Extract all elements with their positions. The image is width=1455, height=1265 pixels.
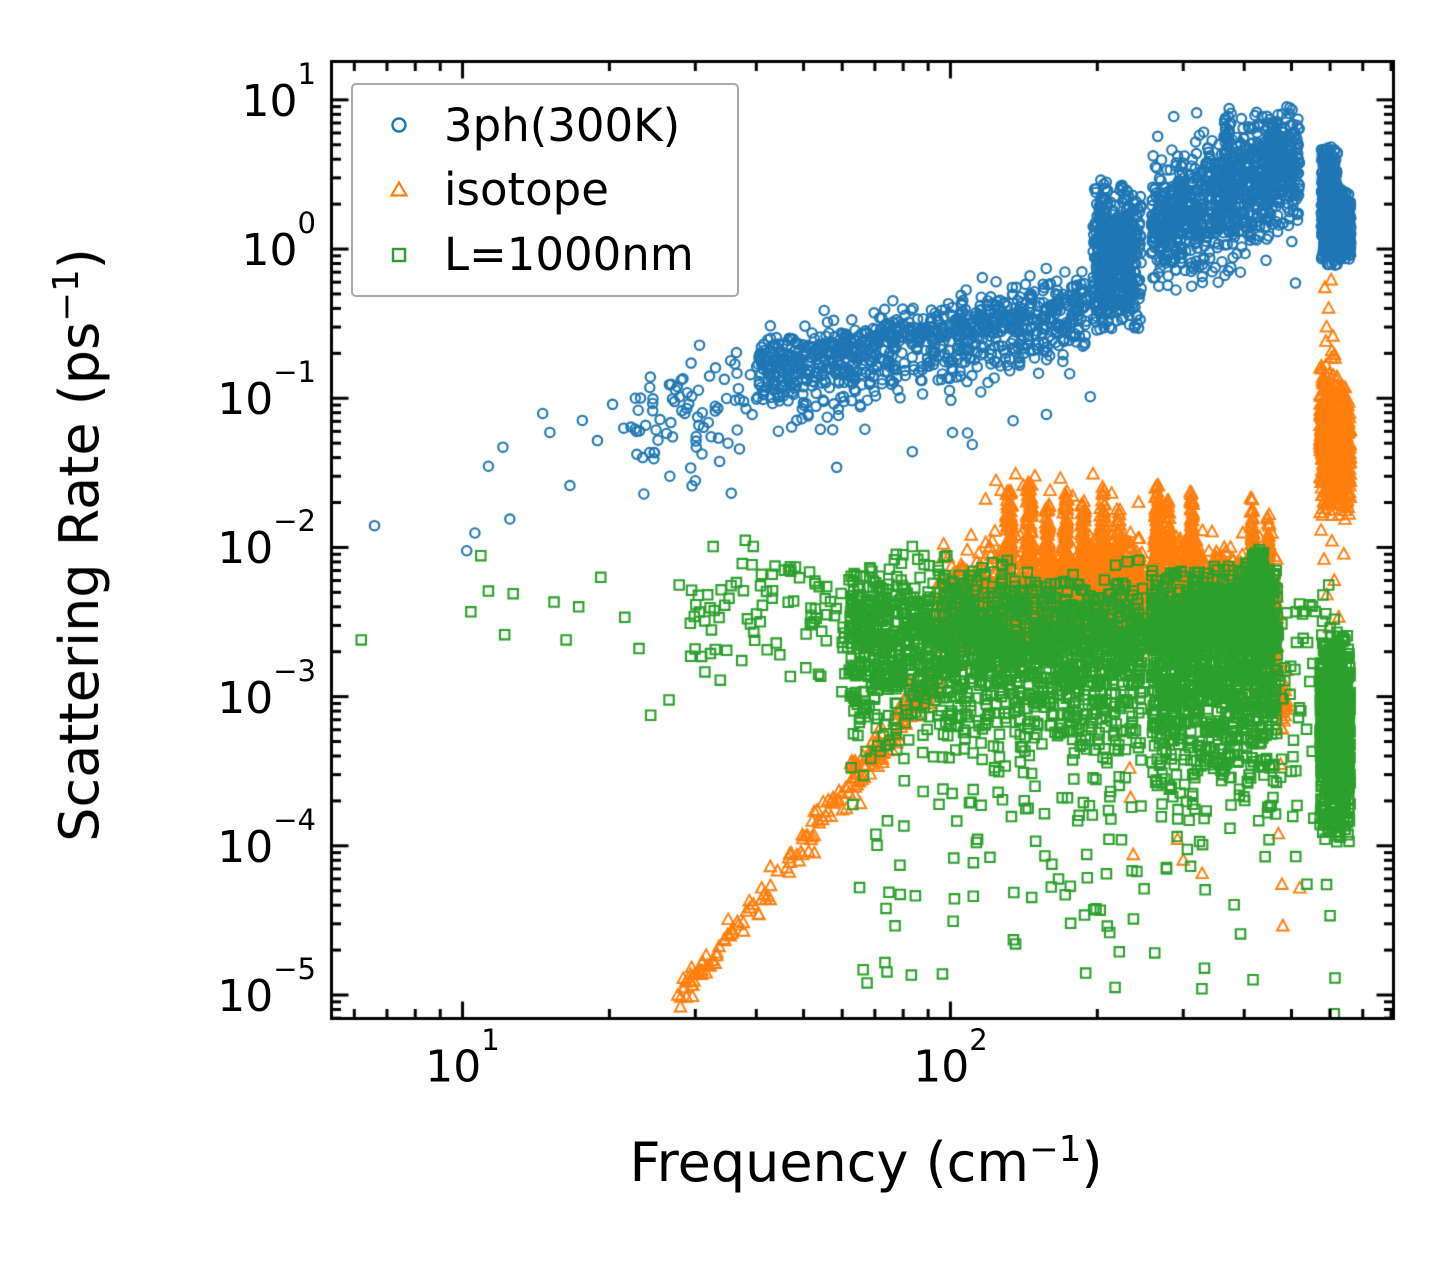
- legend-entry-boundary: L=1000nm: [353, 224, 737, 286]
- y-axis-label-text: Scattering Rate (ps: [48, 321, 111, 842]
- legend-entry-isotope: isotope: [353, 159, 737, 221]
- legend-label-isotope: isotope: [444, 163, 609, 217]
- y-tick-label: 101: [241, 57, 316, 127]
- square-marker-icon: [391, 247, 407, 262]
- x-axis-label: Frequency (cm−1): [629, 1132, 1102, 1190]
- y-tick-label: 10−2: [217, 504, 316, 575]
- y-axis-label: Scattering Rate (ps−1): [46, 248, 111, 842]
- legend-label-boundary: L=1000nm: [444, 228, 694, 282]
- x-axis-label-text: Frequency (cm: [629, 1131, 1029, 1194]
- x-axis-label-sup: −1: [1028, 1129, 1082, 1171]
- y-tick-label: 10−3: [217, 653, 316, 724]
- x-tick-label: 102: [913, 1023, 988, 1093]
- x-axis-label-suffix: ): [1081, 1131, 1103, 1194]
- triangle-marker-icon: [389, 180, 409, 197]
- y-tick-label: 100: [241, 206, 316, 276]
- y-axis-label-suffix: ): [48, 248, 111, 270]
- legend: 3ph(300K) isotope L=1000nm: [351, 83, 739, 297]
- legend-entry-3ph: 3ph(300K): [353, 94, 737, 156]
- circle-marker-icon: [391, 117, 407, 134]
- y-tick-label: 10−1: [217, 355, 316, 426]
- legend-label-3ph: 3ph(300K): [444, 98, 681, 152]
- x-tick-label: 101: [425, 1023, 500, 1093]
- y-tick-label: 10−5: [217, 952, 316, 1022]
- y-axis-label-sup: −1: [46, 269, 88, 322]
- y-tick-label: 10−4: [217, 803, 316, 873]
